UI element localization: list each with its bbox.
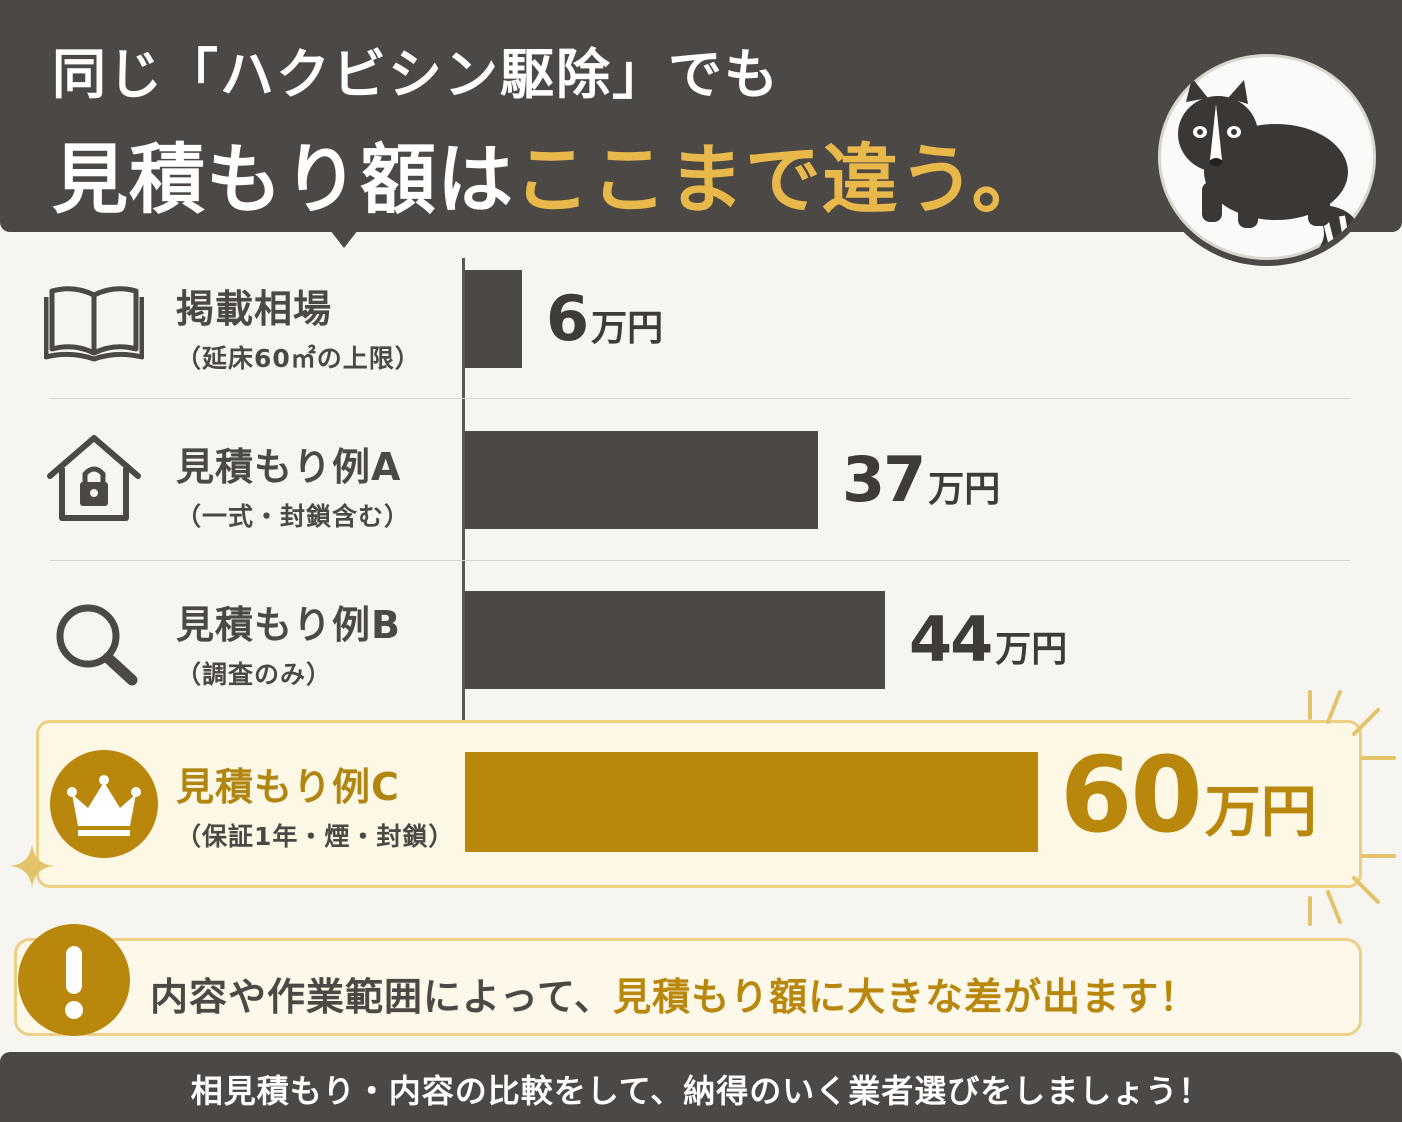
crown-icon	[50, 750, 158, 858]
category-label: 見積もり例A	[176, 445, 402, 489]
footer-banner: 相見積もり・内容の比較をして、納得のいく業者選びをしましょう！	[0, 1052, 1402, 1122]
row-divider	[50, 398, 1350, 399]
notice-text-prefix: 内容や作業範囲によって、	[150, 975, 614, 1019]
book-icon	[43, 283, 152, 383]
sparkle-lines-icon	[1308, 690, 1396, 926]
value-label: 6 万円	[546, 282, 663, 355]
category-label: 見積もり例C	[176, 765, 400, 809]
house-lock-icon	[44, 432, 152, 532]
headline-line2: 見積もり額はここまで違う。	[52, 118, 1048, 228]
value-unit: 万円	[591, 308, 664, 349]
category-sublabel: （保証1年・煙・封鎖）	[176, 822, 455, 851]
notice-text: 内容や作業範囲によって、見積もり額に大きな差が出ます！	[150, 966, 1198, 1021]
row-label: 見積もり例C （保証1年・煙・封鎖）	[176, 756, 454, 853]
value-label: 37 万円	[842, 443, 1000, 516]
value-number: 37	[842, 443, 926, 516]
category-sublabel: （延床60㎡の上限）	[176, 344, 421, 373]
sparkle-star-icon	[10, 844, 54, 888]
bar	[465, 270, 522, 368]
headline-line2-prefix: 見積もり額は	[52, 135, 514, 224]
value-unit: 万円	[1204, 780, 1317, 845]
category-label: 見積もり例B	[176, 603, 401, 647]
value-number: 60	[1060, 734, 1203, 856]
bar-highlight	[465, 752, 1038, 852]
category-sublabel: （一式・封鎖含む）	[176, 502, 411, 531]
chart-axis	[462, 258, 465, 870]
value-unit: 万円	[995, 629, 1068, 670]
value-unit: 万円	[928, 469, 1001, 510]
value-label: 44 万円	[909, 603, 1067, 676]
exclamation-icon	[18, 924, 130, 1036]
category-sublabel: （調査のみ）	[176, 660, 333, 689]
value-number: 44	[909, 603, 993, 676]
row-label: 見積もり例A （一式・封鎖含む）	[176, 436, 410, 533]
header-pointer	[330, 230, 358, 248]
row-divider	[50, 560, 1350, 561]
magnifier-icon	[44, 600, 152, 700]
value-label-highlight: 60万円	[1060, 734, 1317, 856]
headline-line2-accent: ここまで違う。	[514, 135, 1049, 224]
bar	[465, 431, 818, 529]
row-label: 見積もり例B （調査のみ）	[176, 594, 401, 691]
row-label: 掲載相場 （延床60㎡の上限）	[176, 278, 421, 375]
footer-text: 相見積もり・内容の比較をして、納得のいく業者選びをしましょう！	[190, 1072, 1212, 1110]
category-label: 掲載相場	[176, 287, 333, 331]
civet-icon	[1152, 48, 1382, 266]
bar	[465, 591, 885, 689]
notice-box	[14, 938, 1362, 1036]
headline-line1: 同じ「ハクビシン駆除」でも	[52, 43, 780, 106]
notice-text-accent: 見積もり額に大きな差が出ます！	[613, 975, 1199, 1019]
value-number: 6	[546, 282, 589, 355]
